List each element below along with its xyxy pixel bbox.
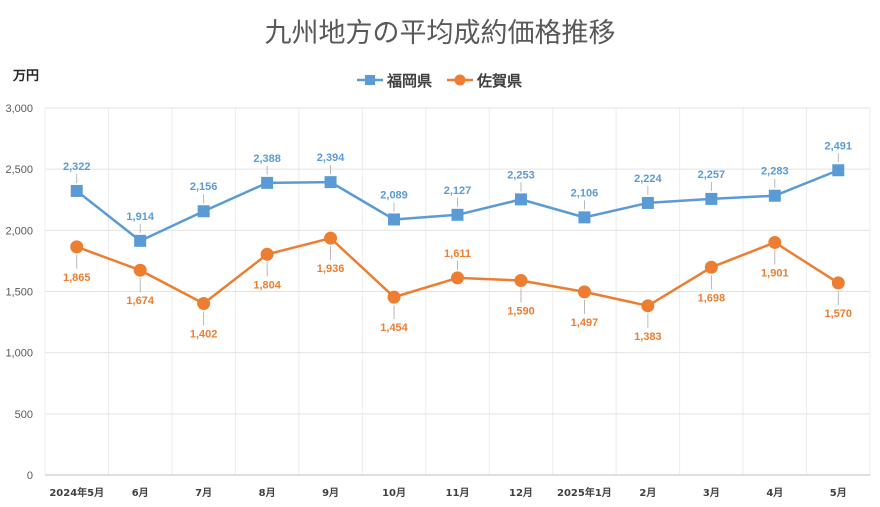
data-label: 1,383 [634, 331, 662, 343]
data-point-marker [451, 271, 464, 285]
x-tick-label: 8月 [259, 487, 276, 499]
data-label: 1,402 [190, 328, 218, 340]
data-point-marker [197, 205, 210, 218]
x-axis-ticks: 2024年5月 6月 7月 8月 9月 10月 11月 12月 2025年1月 2月 3月 4月 5月 [49, 486, 846, 499]
legend-marker [365, 75, 375, 85]
data-point-marker [832, 164, 845, 177]
data-point-marker [70, 240, 84, 254]
data-label: 1,497 [571, 317, 599, 329]
legend-label: 佐賀県 [476, 72, 522, 90]
x-tick-label: 6月 [132, 487, 149, 499]
data-label: 1,901 [761, 267, 789, 279]
data-point-marker [578, 211, 591, 224]
data-label: 2,106 [571, 187, 599, 199]
x-tick-label: 2025年1月 [557, 486, 612, 499]
data-label: 1,865 [63, 272, 91, 284]
data-point-marker [514, 273, 528, 287]
y-axis-ticks: 0 500 1,000 1,500 2,000 2,500 3,000 [5, 103, 33, 482]
x-tick-label: 7月 [195, 487, 212, 499]
data-point-marker [577, 285, 591, 299]
data-point-marker [134, 234, 147, 247]
chart-title: 九州地方の平均成約価格推移 [265, 18, 616, 49]
data-point-marker [133, 263, 147, 277]
data-point-marker [768, 235, 782, 249]
legend-marker [454, 74, 466, 86]
data-label: 1,936 [317, 263, 345, 275]
data-label: 2,224 [634, 173, 662, 185]
data-label: 2,388 [253, 153, 281, 165]
series-saga: 1,865 1,674 1,402 1,804 1,936 1,454 1,611 1,590… [63, 231, 853, 343]
data-point-marker [388, 213, 401, 226]
data-label: 2,156 [190, 181, 218, 193]
data-point-marker [831, 276, 845, 290]
x-tick-label: 4月 [766, 487, 783, 499]
x-tick-label: 5月 [830, 487, 847, 499]
data-point-marker [641, 299, 655, 313]
x-tick-label: 11月 [446, 487, 470, 499]
data-point-marker [704, 260, 718, 274]
y-tick-label: 500 [15, 409, 33, 421]
legend: 福岡県 佐賀県 [357, 72, 522, 90]
data-label: 2,089 [380, 189, 408, 201]
data-label: 1,590 [507, 305, 535, 317]
data-label: 1,914 [126, 211, 154, 223]
data-point-marker [261, 176, 274, 189]
data-point-marker [387, 290, 401, 304]
data-label: 1,611 [444, 248, 471, 260]
legend-label: 福岡県 [386, 72, 432, 90]
data-label: 1,674 [126, 295, 154, 307]
y-tick-label: 1,500 [5, 287, 33, 299]
data-label: 1,804 [253, 279, 281, 291]
y-tick-label: 2,000 [5, 225, 33, 237]
y-tick-label: 1,000 [5, 348, 33, 360]
data-label: 2,491 [825, 140, 853, 152]
legend-item-fukuoka: 福岡県 [357, 72, 432, 90]
data-label: 2,322 [63, 161, 91, 173]
data-label: 1,454 [380, 322, 408, 334]
data-point-marker [451, 208, 464, 221]
y-axis-unit-label: 万円 [12, 69, 39, 84]
x-tick-label: 2月 [639, 487, 656, 499]
y-tick-label: 2,500 [5, 164, 33, 176]
data-point-marker [70, 184, 83, 197]
x-tick-label: 10月 [382, 487, 406, 499]
data-label: 2,283 [761, 166, 789, 178]
y-tick-label: 3,000 [5, 103, 33, 115]
data-point-marker [514, 193, 527, 206]
data-label: 2,394 [317, 152, 345, 164]
data-point-marker [197, 296, 211, 310]
data-point-marker [641, 196, 654, 209]
data-point-marker [324, 176, 337, 189]
gridlines [44, 107, 871, 476]
data-label: 2,257 [698, 169, 726, 181]
y-tick-label: 0 [27, 470, 33, 482]
data-label: 1,698 [698, 292, 726, 304]
data-point-marker [260, 247, 274, 261]
data-point-marker [705, 192, 718, 205]
series-fukuoka: 2,322 1,914 2,156 2,388 2,394 2,089 2,127 2,253… [63, 140, 852, 247]
x-tick-label: 2024年5月 [49, 486, 104, 499]
series-layer: 2,322 1,914 2,156 2,388 2,394 2,089 2,127 2,253… [63, 140, 852, 343]
data-label: 2,127 [444, 185, 472, 197]
legend-item-saga: 佐賀県 [447, 72, 522, 90]
data-label: 1,570 [825, 308, 853, 320]
x-tick-label: 9月 [322, 487, 339, 499]
data-label: 2,253 [507, 169, 535, 181]
x-tick-label: 12月 [509, 487, 533, 499]
data-point-marker [768, 189, 781, 202]
data-point-marker [324, 231, 338, 245]
x-tick-label: 3月 [703, 487, 720, 499]
